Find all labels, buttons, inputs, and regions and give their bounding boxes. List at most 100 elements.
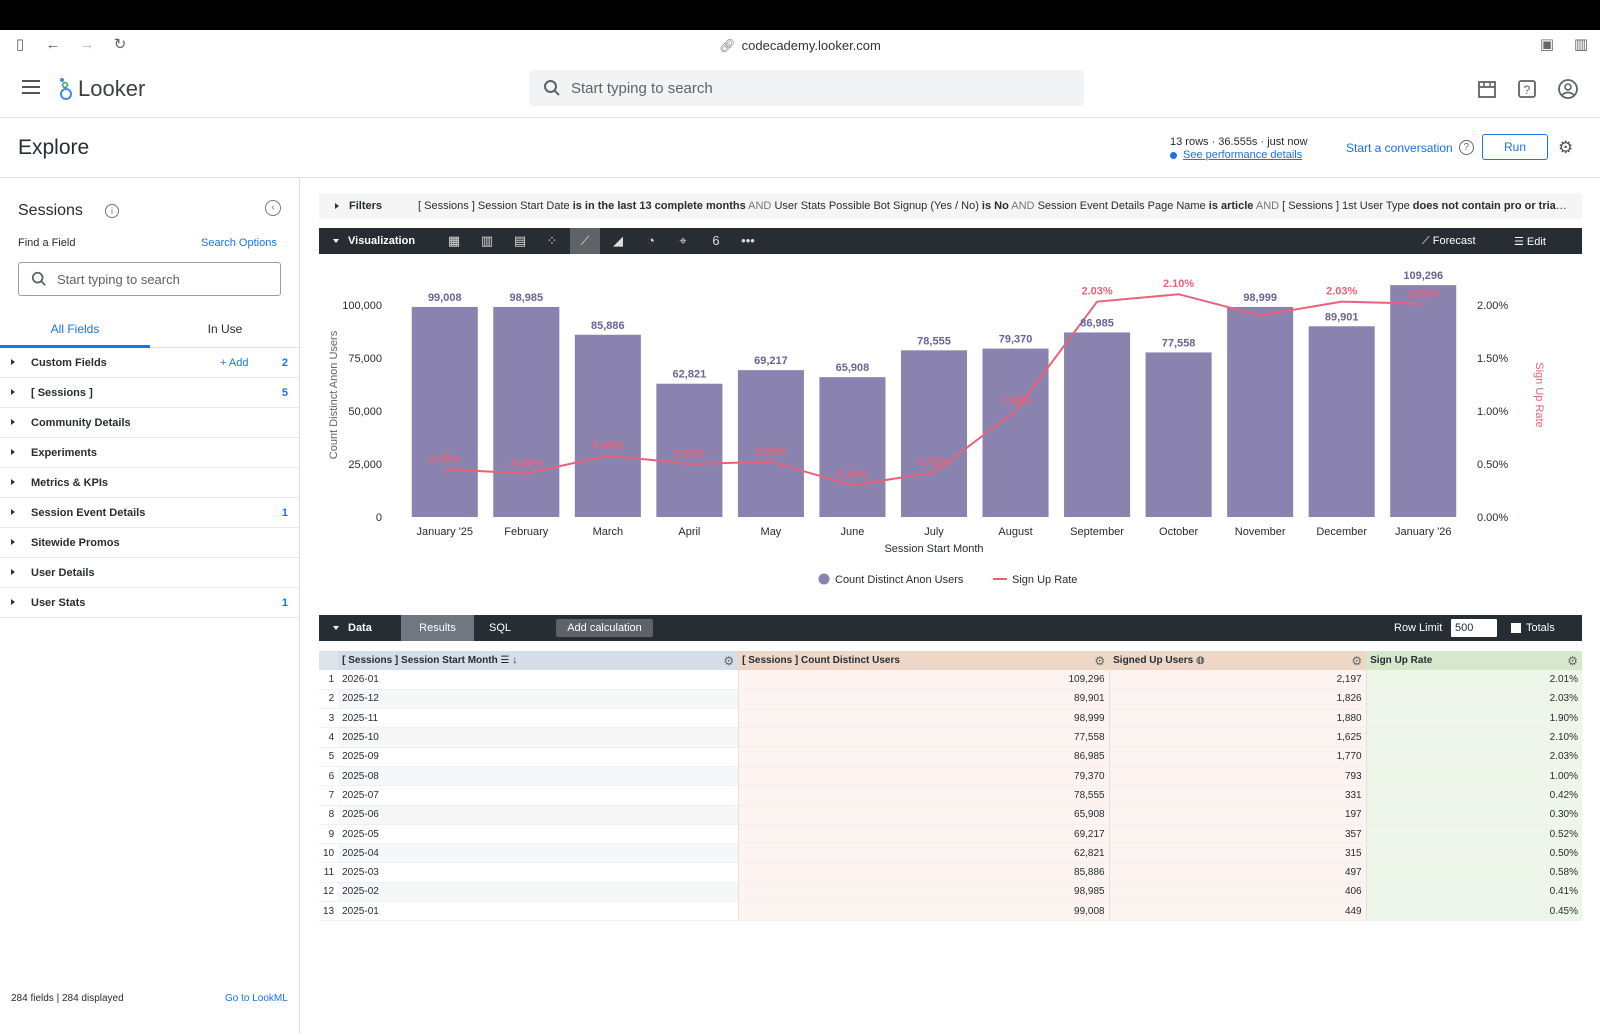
table-cell[interactable]: 5 xyxy=(319,747,339,767)
collapse-sidebar-icon[interactable]: ‹ xyxy=(265,200,281,216)
table-cell[interactable]: 8 xyxy=(319,805,339,825)
go-to-lookml-link[interactable]: Go to LookML xyxy=(225,993,288,1004)
field-group-1[interactable]: [ Sessions ] 5 xyxy=(0,378,300,408)
table-cell[interactable]: 78,555 xyxy=(737,785,1110,806)
field-group-4[interactable]: Metrics & KPIs xyxy=(0,468,300,498)
expand-filters-icon[interactable] xyxy=(335,203,339,209)
table-cell[interactable]: 2.10% xyxy=(1365,727,1582,748)
settings-gear-icon[interactable]: ⚙ xyxy=(1558,138,1574,157)
table-cell[interactable]: 99,008 xyxy=(737,901,1110,922)
table-cell[interactable]: 98,985 xyxy=(737,882,1110,903)
global-search-input[interactable]: Start typing to search xyxy=(529,70,1084,106)
tab-results[interactable]: Results xyxy=(401,615,474,641)
table-cell[interactable]: 793 xyxy=(1108,766,1367,787)
column-header-session-start-month[interactable]: [ Sessions ] Session Start Month ☰ ↓ ⚙ xyxy=(338,651,739,670)
table-cell[interactable]: 1.00% xyxy=(1365,766,1582,787)
table-cell[interactable]: 197 xyxy=(1108,805,1367,825)
help-circle-icon[interactable]: ? xyxy=(1458,140,1474,155)
info-icon[interactable]: i xyxy=(105,204,119,218)
table-cell[interactable]: 0.50% xyxy=(1365,843,1582,864)
tab-sql[interactable]: SQL xyxy=(488,622,511,634)
table-cell[interactable]: 1 xyxy=(319,670,339,690)
collapse-data-icon[interactable] xyxy=(333,626,339,630)
table-cell[interactable]: 69,217 xyxy=(737,824,1110,845)
back-icon[interactable]: ← xyxy=(45,36,61,53)
table-cell[interactable]: 2025-07 xyxy=(338,785,739,806)
table-cell[interactable]: 11 xyxy=(319,862,339,883)
table-cell[interactable]: 109,296 xyxy=(737,670,1110,690)
table-cell[interactable]: 2.03% xyxy=(1365,747,1582,767)
extension-icon[interactable]: ▣ xyxy=(1539,36,1555,53)
field-group-5[interactable]: Session Event Details 1 xyxy=(0,498,300,528)
column-gear-icon[interactable]: ⚙ xyxy=(723,654,735,668)
split-view-icon[interactable]: ▥ xyxy=(1573,36,1589,53)
field-group-3[interactable]: Experiments xyxy=(0,438,300,468)
bar-chart-icon[interactable]: ▤ xyxy=(513,233,527,248)
start-conversation-link[interactable]: Start a conversation ? xyxy=(1346,140,1474,155)
map-pin-icon[interactable]: ⌖ xyxy=(679,233,687,248)
search-options-link[interactable]: Search Options xyxy=(201,237,277,249)
reload-icon[interactable]: ↻ xyxy=(113,36,127,53)
table-cell[interactable]: 2025-10 xyxy=(338,727,739,748)
collapse-visualization-icon[interactable] xyxy=(333,239,339,243)
table-cell[interactable]: 2,197 xyxy=(1108,670,1367,690)
table-cell[interactable]: 6 xyxy=(319,766,339,787)
table-cell[interactable]: 12 xyxy=(319,882,339,903)
visualization-label[interactable]: Visualization xyxy=(348,235,416,247)
table-cell[interactable]: 85,886 xyxy=(737,862,1110,883)
field-group-0[interactable]: Custom Fields + Add 2 xyxy=(0,348,300,378)
table-cell[interactable]: 2025-04 xyxy=(338,843,739,864)
table-cell[interactable]: 1,826 xyxy=(1108,689,1367,710)
table-cell[interactable]: 2025-03 xyxy=(338,862,739,883)
run-button[interactable]: Run xyxy=(1482,134,1548,160)
table-icon[interactable]: ▦ xyxy=(447,233,461,248)
table-cell[interactable]: 2026-01 xyxy=(338,670,739,690)
table-cell[interactable]: 86,985 xyxy=(737,747,1110,767)
column-gear-icon[interactable]: ⚙ xyxy=(1351,654,1363,668)
marketplace-icon[interactable] xyxy=(1476,78,1498,100)
table-cell[interactable]: 3 xyxy=(319,708,339,729)
column-header-count-distinct-users[interactable]: [ Sessions ] Count Distinct Users ⚙ xyxy=(738,651,1110,670)
table-cell[interactable]: 62,821 xyxy=(737,843,1110,864)
table-cell[interactable]: 406 xyxy=(1108,882,1367,903)
table-cell[interactable]: 77,558 xyxy=(737,727,1110,748)
field-group-2[interactable]: Community Details xyxy=(0,408,300,438)
table-cell[interactable]: 2.01% xyxy=(1365,670,1582,690)
more-icon[interactable]: ••• xyxy=(741,233,755,248)
table-cell[interactable]: 357 xyxy=(1108,824,1367,845)
sort-desc-icon[interactable]: ☰ ↓ xyxy=(500,655,518,666)
table-cell[interactable]: 2025-05 xyxy=(338,824,739,845)
table-cell[interactable]: 0.58% xyxy=(1365,862,1582,883)
field-group-7[interactable]: User Details xyxy=(0,558,300,588)
table-cell[interactable]: 9 xyxy=(319,824,339,845)
add-custom-field-button[interactable]: + Add xyxy=(220,357,249,369)
table-cell[interactable]: 1,770 xyxy=(1108,747,1367,767)
address-bar[interactable]: 🔗︎ codecademy.looker.com xyxy=(0,38,1600,54)
table-cell[interactable]: 449 xyxy=(1108,901,1367,922)
looker-logo[interactable]: Looker xyxy=(58,76,145,102)
single-value-icon[interactable]: 6 xyxy=(712,233,720,248)
table-cell[interactable]: 1,625 xyxy=(1108,727,1367,748)
table-cell[interactable]: 0.52% xyxy=(1365,824,1582,845)
sidebar-toggle-icon[interactable]: ▯ xyxy=(15,36,25,53)
table-cell[interactable]: 65,908 xyxy=(737,805,1110,825)
table-cell[interactable]: 13 xyxy=(319,901,339,922)
totals-checkbox[interactable] xyxy=(1511,623,1521,633)
table-cell[interactable]: 2025-01 xyxy=(338,901,739,922)
add-calculation-button[interactable]: Add calculation xyxy=(556,619,653,637)
table-cell[interactable]: 98,999 xyxy=(737,708,1110,729)
table-cell[interactable]: 497 xyxy=(1108,862,1367,883)
table-cell[interactable]: 89,901 xyxy=(737,689,1110,710)
help-icon[interactable]: ? xyxy=(1516,78,1538,100)
filters-bar[interactable]: Filters [ Sessions ] Session Start Date … xyxy=(319,193,1582,219)
scatter-icon[interactable]: ⁘ xyxy=(546,233,558,248)
column-header-signed-up-users[interactable]: Signed Up Users ◍ ⚙ xyxy=(1109,651,1367,670)
tab-all-fields[interactable]: All Fields xyxy=(50,322,100,336)
performance-link[interactable]: See performance details xyxy=(1170,149,1308,162)
table-cell[interactable]: 2025-02 xyxy=(338,882,739,903)
field-group-8[interactable]: User Stats 1 xyxy=(0,588,300,618)
table-cell[interactable]: 2.03% xyxy=(1365,689,1582,710)
account-icon[interactable] xyxy=(1557,78,1579,100)
column-gear-icon[interactable]: ⚙ xyxy=(1094,654,1106,668)
table-cell[interactable]: 7 xyxy=(319,785,339,806)
